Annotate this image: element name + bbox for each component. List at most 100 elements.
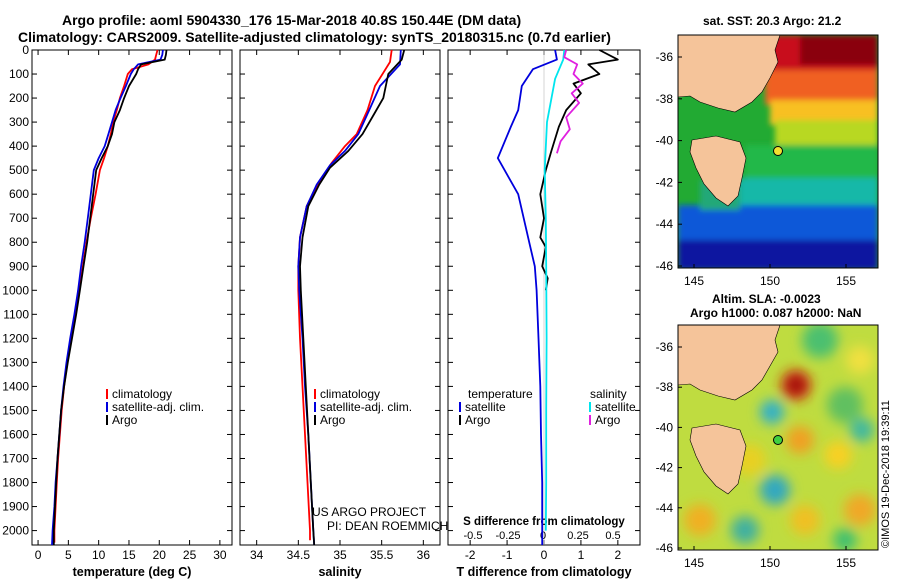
map-x-tick-label: 145 xyxy=(684,556,704,570)
imos-credit: ©IMOS 19-Dec-2018 19:39:11 xyxy=(880,400,892,548)
x-tick-label: 34.5 xyxy=(287,548,311,562)
map-y-tick-label: -46 xyxy=(656,541,674,555)
map-x-tick-label: 150 xyxy=(760,274,780,288)
y-tick-label: 900 xyxy=(9,259,29,273)
sla-map-title: Altim. SLA: -0.0023 xyxy=(712,292,821,306)
map-y-tick-label: -42 xyxy=(656,175,674,189)
map-y-tick-label: -36 xyxy=(656,340,674,354)
x-tick-label: 5 xyxy=(65,548,72,562)
chart-panel-1: 0 5 10 15 20 25 300100200300400500600700800900… xyxy=(2,43,233,579)
y-tick-label: 1500 xyxy=(2,403,29,417)
y-tick-label: 2000 xyxy=(2,524,29,538)
map-x-tick-label: 155 xyxy=(836,556,856,570)
x-tick-label: 36 xyxy=(417,548,431,562)
plot-frame xyxy=(239,49,441,546)
secondary-x-tick-label: 0.25 xyxy=(567,530,588,542)
legend-heading: salinity xyxy=(590,387,627,401)
x-tick-label: 35.5 xyxy=(370,548,394,562)
y-tick-label: 1600 xyxy=(2,427,29,441)
argo-position-marker xyxy=(773,146,783,156)
project-credit: US ARGO PROJECT xyxy=(312,505,427,519)
y-tick-label: 700 xyxy=(9,211,29,225)
y-tick-label: 1000 xyxy=(2,283,29,297)
legend-label: climatology xyxy=(112,387,172,401)
map-x-tick-label: 145 xyxy=(684,274,704,288)
x-tick-label: 0 xyxy=(541,548,548,562)
legend-label: Argo xyxy=(465,413,491,427)
x-tick-label: 20 xyxy=(153,548,167,562)
y-tick-label: 200 xyxy=(9,91,29,105)
y-tick-label: 1400 xyxy=(2,379,29,393)
x-tick-label: 35 xyxy=(333,548,347,562)
series-line-salinity-satellite xyxy=(543,49,566,531)
x-axis-label: T difference from climatology xyxy=(456,565,631,579)
y-tick-label: 600 xyxy=(9,187,29,201)
legend-heading: temperature xyxy=(468,387,533,401)
map-y-tick-label: -40 xyxy=(656,420,674,434)
legend-label: satellite xyxy=(595,400,636,414)
pi-credit: PI: DEAN ROEMMICH xyxy=(327,519,449,533)
y-tick-label: 100 xyxy=(9,67,29,81)
y-tick-label: 1100 xyxy=(3,307,29,321)
mainland-shape xyxy=(678,35,781,113)
y-tick-label: 1800 xyxy=(2,476,29,490)
y-tick-label: 1700 xyxy=(2,451,29,465)
legend-label: satellite-adj. clim. xyxy=(320,400,412,414)
y-tick-label: 1300 xyxy=(2,355,29,369)
plot-frame xyxy=(31,49,233,546)
x-tick-label: 25 xyxy=(183,548,197,562)
tasmania-shape xyxy=(689,135,747,207)
chart-panel-2: 34 34.5 35 35.5 36 salinity climatologysatelli… xyxy=(239,49,441,579)
figure-title-line2: Climatology: CARS2009. Satellite-adjuste… xyxy=(18,29,611,45)
y-tick-label: 1900 xyxy=(2,500,29,514)
y-tick-label: 500 xyxy=(9,163,29,177)
y-tick-label: 800 xyxy=(9,235,29,249)
x-tick-label: 2 xyxy=(615,548,622,562)
legend-label: Argo xyxy=(595,413,621,427)
map-y-tick-label: -46 xyxy=(656,259,674,273)
map-y-tick-label: -42 xyxy=(656,461,674,475)
x-tick-label: -2 xyxy=(465,548,476,562)
x-tick-label: 1 xyxy=(578,548,585,562)
x-tick-label: 15 xyxy=(122,548,136,562)
x-tick-label: -1 xyxy=(502,548,513,562)
series-line-argo xyxy=(52,49,168,545)
legend-label: satellite-adj. clim. xyxy=(112,400,204,414)
x-axis-label: salinity xyxy=(318,565,361,579)
series-line-temperature-satellite xyxy=(496,49,558,545)
sla-map xyxy=(677,324,879,551)
series-line-argo xyxy=(299,49,406,546)
legend-label: Argo xyxy=(320,413,346,427)
legend-label: satellite xyxy=(465,400,506,414)
figure-title-line1: Argo profile: aoml 5904330_176 15-Mar-20… xyxy=(62,12,522,28)
x-tick-label: 30 xyxy=(213,548,227,562)
x-axis-label: temperature (deg C) xyxy=(73,565,192,579)
y-tick-label: 300 xyxy=(9,115,29,129)
map-y-tick-label: -36 xyxy=(656,50,674,64)
map-y-tick-label: -38 xyxy=(656,92,674,106)
map-y-tick-label: -44 xyxy=(656,217,674,231)
secondary-axis-label: S difference from climatology xyxy=(463,516,625,528)
y-tick-label: 400 xyxy=(9,139,29,153)
sst-map-title: sat. SST: 20.3 Argo: 21.2 xyxy=(703,14,842,28)
legend-label: climatology xyxy=(320,387,380,401)
secondary-x-tick-label: -0.5 xyxy=(464,530,483,542)
map-y-tick-label: -38 xyxy=(656,380,674,394)
chart-panel-3: -2 -1 0 1 2 T difference from climatology S di… xyxy=(447,49,641,579)
y-tick-label: 1200 xyxy=(2,331,29,345)
map-x-tick-label: 155 xyxy=(836,274,856,288)
sst-map xyxy=(677,34,879,269)
x-tick-label: 34 xyxy=(250,548,264,562)
series-line-salinity-argo xyxy=(556,49,584,154)
map-x-tick-label: 150 xyxy=(760,556,780,570)
x-tick-label: 0 xyxy=(35,548,42,562)
y-tick-label: 0 xyxy=(22,43,29,57)
map-y-tick-label: -44 xyxy=(656,501,674,515)
map-y-tick-label: -40 xyxy=(656,134,674,148)
legend-label: Argo xyxy=(112,413,138,427)
secondary-x-tick-label: 0.5 xyxy=(605,530,620,542)
x-tick-label: 10 xyxy=(92,548,106,562)
series-line-temperature-argo xyxy=(539,49,619,291)
sla-map-subtitle: Argo h1000: 0.087 h2000: NaN xyxy=(690,306,862,320)
